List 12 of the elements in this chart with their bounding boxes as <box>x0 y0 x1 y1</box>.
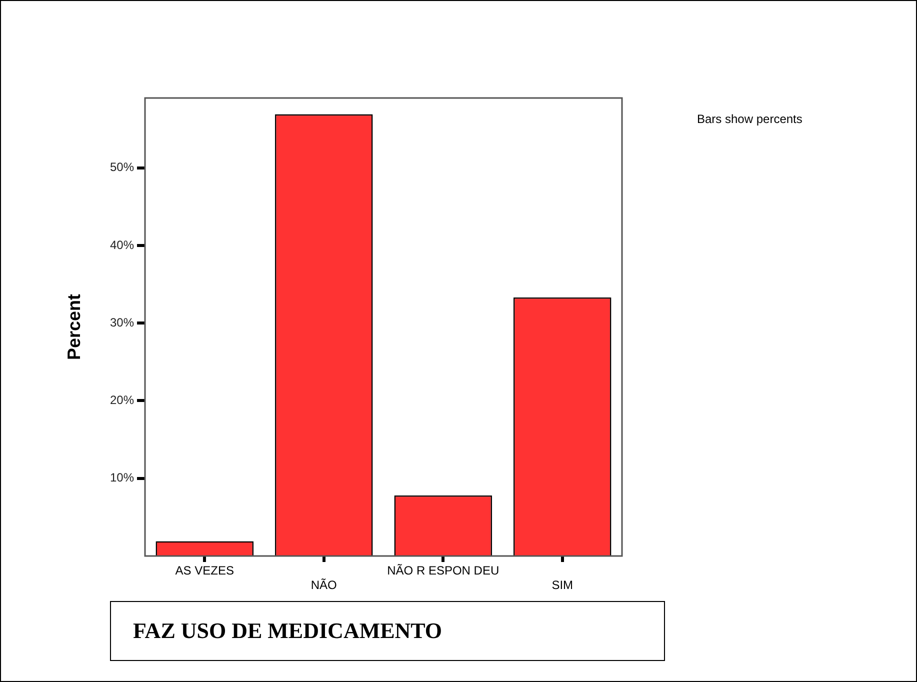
y-tick-label: 50% <box>110 160 134 174</box>
x-tick-label: SIM <box>552 578 574 592</box>
x-tick-label: NÃO R ESPON DEU <box>387 564 500 578</box>
y-tick-label: 40% <box>110 238 134 252</box>
text: Bars show percents <box>697 112 802 126</box>
text: FAZ USO DE MEDICAMENTO <box>110 601 665 661</box>
y-tick-label: 10% <box>110 470 134 485</box>
x-tick-label: AS VEZES <box>175 564 234 578</box>
x-tick-label: NÃO <box>310 578 337 592</box>
y-tick-label: 20% <box>110 393 134 408</box>
y-tick-label: 30% <box>110 315 134 330</box>
y-axis-title: Percent <box>64 294 84 360</box>
